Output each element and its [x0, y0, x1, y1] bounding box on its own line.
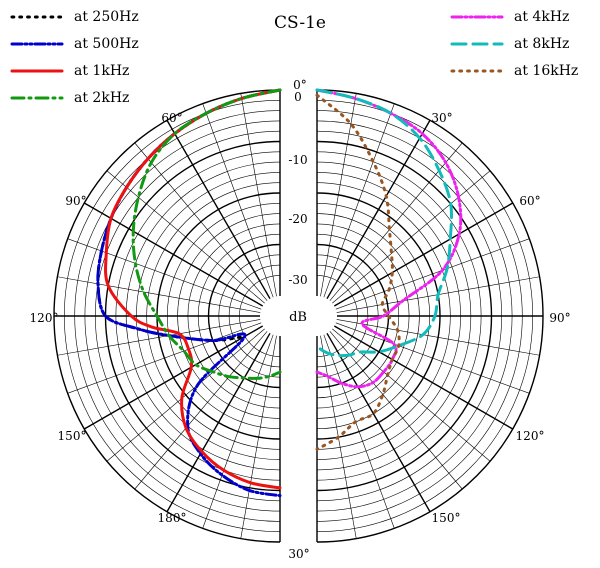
r-axis-label: dB: [289, 310, 307, 325]
grid-spoke-left-140: [134, 331, 268, 490]
legend-label-6: at 16kHz: [514, 63, 578, 79]
angle-tick-label: 90°: [549, 311, 570, 325]
angle-tick-label: 30°: [288, 547, 309, 561]
legend-label-0: at 250Hz: [74, 9, 139, 25]
grid-spoke-right-40: [329, 142, 463, 301]
angle-tick-label: 90°: [65, 194, 86, 208]
grid-spoke-right-60: [333, 202, 514, 307]
grid-spoke-right-150: [326, 332, 431, 513]
grid-spoke-left-80: [57, 276, 261, 313]
grid-spoke-right-20: [323, 103, 395, 298]
angle-tick-label: 180°: [158, 511, 187, 525]
legend: at 250Hz at 500Hz at 1kHz at 2kHz at 4kHz at …: [10, 9, 578, 106]
grid-spoke-left-150: [166, 332, 271, 513]
grid-spoke-left-110: [67, 322, 262, 394]
series-line-2: [104, 88, 282, 490]
series-line-6: [315, 93, 401, 451]
grid-spoke-left-20: [202, 103, 274, 298]
angle-tick-label: 60°: [161, 111, 182, 125]
grid-spoke-right-50: [332, 170, 491, 304]
grid-spoke-left-30: [166, 119, 271, 300]
grid-spoke-left-100: [57, 319, 261, 356]
angle-tick-label: 30°: [431, 111, 452, 125]
axis-labels: 0° 30° 60° 90° 120° 150° 180° 30° 60° 90° 120° 150°…: [30, 78, 571, 561]
grid-spoke-left-120: [83, 325, 264, 430]
grid-spoke-right-120: [333, 325, 514, 430]
grid-spoke-left-70: [67, 238, 262, 310]
grid-spoke-left-130: [106, 328, 265, 462]
r-tick-label: 0: [294, 90, 302, 104]
grid-spoke-right-110: [335, 322, 530, 394]
grid-spoke-left-40: [134, 142, 268, 301]
grid-spoke-left-170: [240, 335, 277, 539]
angle-tick-label: 120°: [516, 429, 545, 443]
grid-spoke-right-100: [336, 319, 540, 356]
grid-spoke-right-160: [323, 334, 395, 529]
angle-tick-label: 60°: [519, 194, 540, 208]
angle-tick-label: 120°: [30, 311, 59, 325]
legend-label-1: at 500Hz: [74, 36, 139, 52]
response-curves: [96, 88, 463, 498]
grid-spoke-right-30: [326, 119, 431, 300]
grid-spoke-right-70: [335, 238, 530, 310]
legend-label-4: at 4kHz: [514, 9, 569, 25]
legend-label-5: at 8kHz: [514, 36, 569, 52]
legend-label-3: at 2kHz: [74, 90, 129, 106]
chart-title: CS-1e: [274, 13, 326, 33]
angle-tick-label: 150°: [58, 429, 87, 443]
r-tick-label: -20: [288, 212, 307, 226]
r-tick-label: -30: [288, 273, 307, 287]
angle-tick-label: 0°: [293, 78, 307, 92]
legend-label-2: at 1kHz: [74, 63, 129, 79]
grid-spoke-left-60: [83, 202, 264, 307]
series-line-4: [315, 88, 463, 389]
angle-tick-label: 150°: [432, 511, 461, 525]
grid-spoke-right-10: [320, 93, 357, 297]
r-tick-label: -10: [288, 153, 307, 167]
grid-spoke-left-50: [106, 170, 265, 304]
grid-spoke-right-140: [329, 331, 463, 490]
grid-spoke-left-160: [202, 334, 274, 529]
series-line-3: [131, 88, 282, 380]
series-line-5: [315, 88, 454, 358]
grid-spoke-left-10: [240, 93, 277, 297]
grid-spoke-right-130: [332, 328, 491, 462]
